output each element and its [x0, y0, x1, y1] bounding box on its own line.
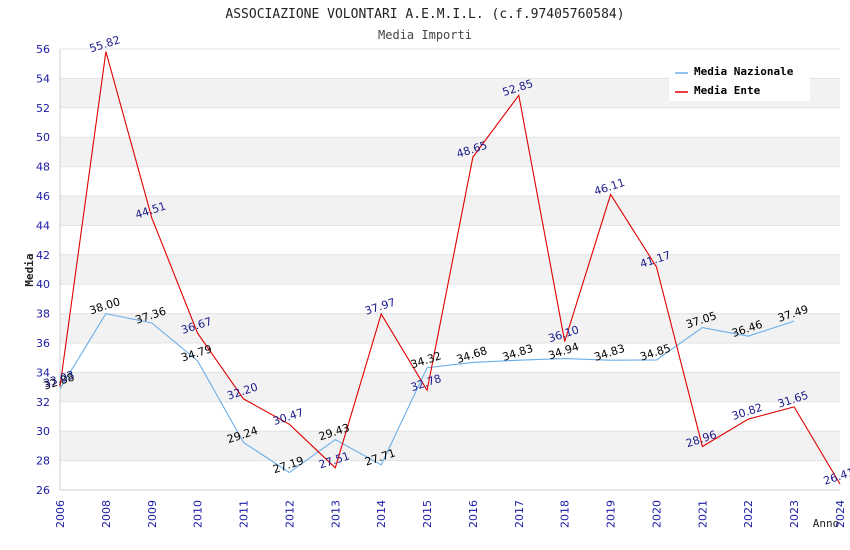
y-axis-label: Media — [23, 253, 36, 286]
series-line-ente — [59, 51, 841, 485]
y-tick-label: 48 — [36, 161, 50, 174]
data-label-ente: 30.47 — [271, 406, 305, 428]
x-tick-label: 2018 — [559, 500, 572, 528]
y-tick-label: 42 — [36, 249, 50, 262]
data-label-ente: 26.41 — [822, 466, 850, 488]
x-tick-label: 2009 — [146, 500, 159, 528]
y-tick-label: 32 — [36, 396, 50, 409]
x-tick-label: 2023 — [788, 500, 801, 528]
grid-band — [60, 431, 840, 461]
y-tick-label: 52 — [36, 102, 50, 115]
data-label-ente: 46.11 — [593, 176, 627, 198]
y-tick-label: 44 — [36, 219, 50, 232]
y-tick-label: 50 — [36, 131, 50, 144]
x-tick-label: 2016 — [467, 500, 480, 528]
y-tick-label: 40 — [36, 278, 50, 291]
x-tick-label: 2024 — [834, 500, 847, 528]
legend-label-nazionale: Media Nazionale — [694, 65, 794, 78]
x-tick-label: 2013 — [329, 500, 342, 528]
x-tick-label: 2021 — [696, 500, 709, 528]
legend-box — [669, 61, 810, 101]
grid-band — [60, 313, 840, 343]
x-axis-label: Anno — [813, 517, 840, 530]
data-label-nazionale: 34.79 — [180, 342, 214, 364]
y-tick-label: 54 — [36, 72, 50, 85]
chart-subtitle: Media Importi — [378, 28, 472, 42]
y-tick-label: 38 — [36, 308, 50, 321]
x-tick-label: 2020 — [650, 500, 663, 528]
y-tick-label: 28 — [36, 455, 50, 468]
x-tick-label: 2014 — [375, 500, 388, 528]
plot-area — [59, 49, 840, 491]
data-label-nazionale: 34.32 — [409, 349, 443, 371]
x-tick-label: 2008 — [100, 500, 113, 528]
x-tick-label: 2012 — [283, 500, 296, 528]
x-tick-label: 2015 — [421, 500, 434, 528]
legend: Media Nazionale Media Ente — [669, 61, 810, 101]
x-tick-label: 2006 — [54, 500, 67, 528]
grid-band — [60, 254, 840, 285]
series-line-nazionale — [59, 312, 795, 474]
x-tick-label: 2011 — [238, 500, 251, 528]
y-tick-label: 30 — [36, 425, 50, 438]
series-lines — [59, 51, 841, 485]
y-tick-label: 46 — [36, 190, 50, 203]
y-tick-label: 56 — [36, 43, 50, 56]
y-tick-label: 36 — [36, 337, 50, 350]
grid-band — [60, 372, 840, 402]
y-axis-ticks: 26 28 30 32 34 36 38 40 42 44 46 48 50 52 54 56 — [36, 43, 50, 497]
y-tick-label: 34 — [36, 366, 50, 379]
x-tick-label: 2017 — [513, 500, 526, 528]
chart-title: ASSOCIAZIONE VOLONTARI A.E.M.I.L. (c.f.9… — [225, 7, 624, 22]
x-axis-ticks: 2006 2008 2009 2010 2011 2012 2013 2014 2015 2016… — [54, 500, 847, 528]
grid-bands — [60, 48, 840, 491]
x-tick-label: 2019 — [605, 500, 618, 528]
data-label-ente: 55.82 — [88, 33, 122, 55]
x-tick-label: 2022 — [742, 500, 755, 528]
y-tick-label: 26 — [36, 484, 50, 497]
legend-label-ente: Media Ente — [694, 84, 761, 97]
x-tick-label: 2010 — [192, 500, 205, 528]
grid-band — [60, 196, 840, 226]
grid-band — [60, 137, 840, 167]
